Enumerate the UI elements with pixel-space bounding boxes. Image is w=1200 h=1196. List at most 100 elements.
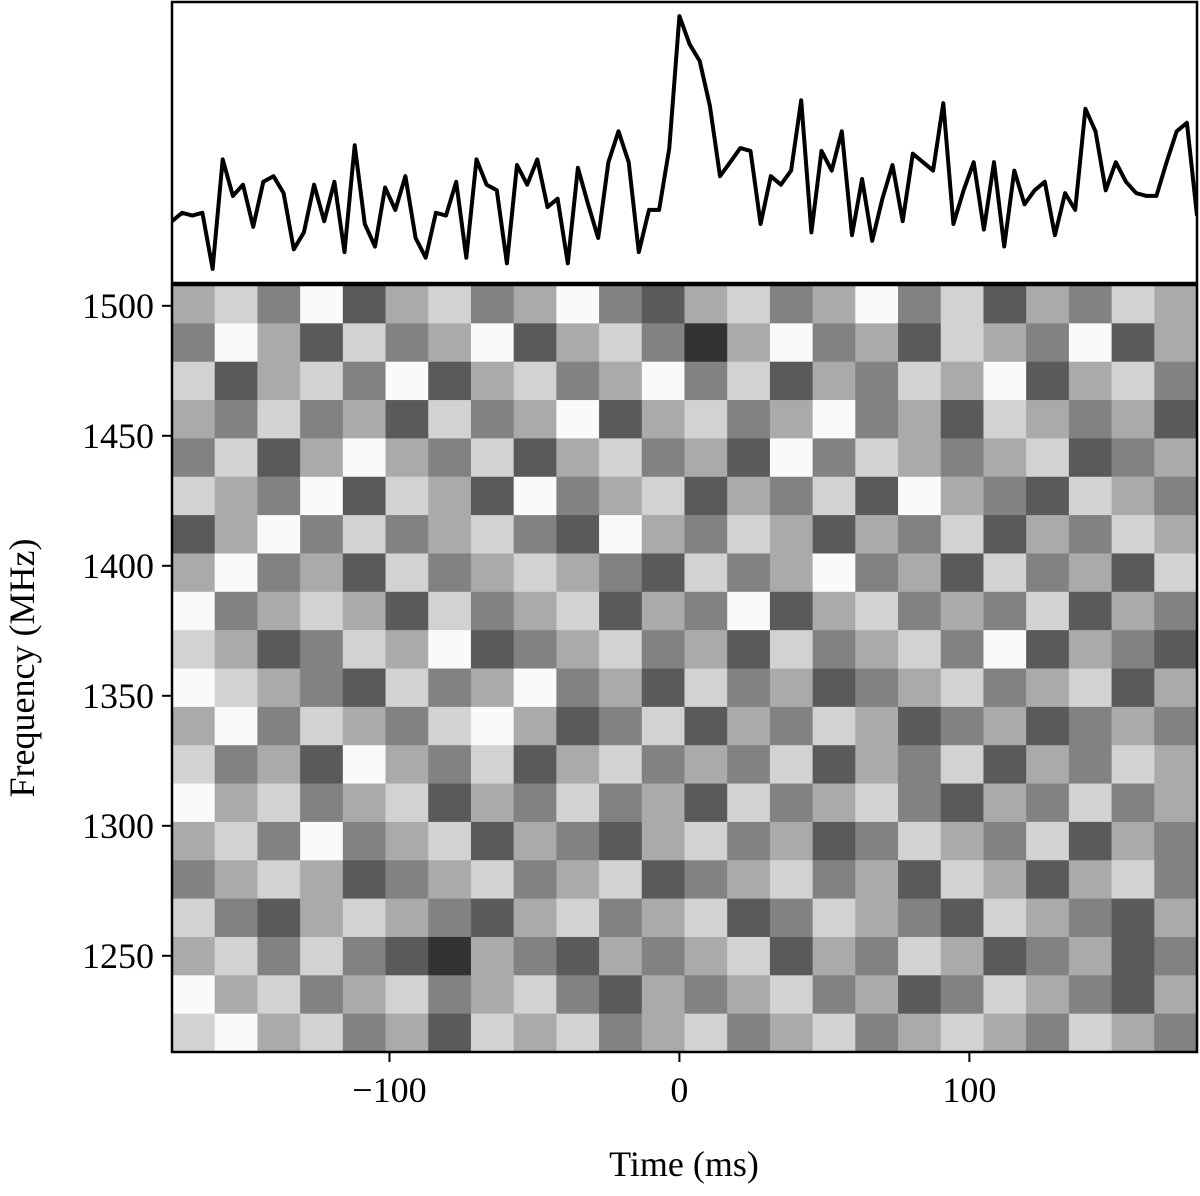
y-tick-label: 1250 (82, 936, 154, 976)
heatmap-cell (556, 898, 600, 938)
heatmap-cell (855, 361, 899, 401)
heatmap-cell (684, 860, 728, 900)
heatmap-cell (556, 975, 600, 1015)
heatmap-cell (599, 783, 643, 823)
heatmap-cell (257, 323, 301, 363)
heatmap-cell (812, 821, 856, 861)
heatmap-cell (385, 630, 429, 669)
heatmap-cell (1154, 438, 1198, 478)
heatmap-cell (172, 323, 216, 363)
heatmap-cell (983, 591, 1027, 631)
heatmap-cell (257, 1013, 301, 1053)
heatmap-cell (172, 438, 216, 478)
heatmap-cell (898, 745, 942, 785)
heatmap-cell (470, 821, 515, 861)
heatmap-cell (812, 783, 856, 823)
heatmap-cell (855, 1013, 899, 1053)
heatmap-cell (727, 821, 771, 861)
heatmap-cell (599, 515, 643, 554)
heatmap-cell (300, 706, 344, 746)
heatmap-cell (1111, 438, 1155, 478)
heatmap-cell (1068, 553, 1113, 593)
heatmap-cell (641, 476, 685, 516)
heatmap-cell (342, 400, 387, 439)
heatmap-cell (1068, 860, 1113, 900)
heatmap-cell (769, 515, 814, 554)
heatmap-cell (641, 438, 685, 478)
heatmap-cell (855, 898, 899, 938)
heatmap-cell (641, 630, 685, 669)
heatmap-cell (470, 400, 515, 439)
heatmap-cell (257, 745, 301, 785)
heatmap-cell (898, 630, 942, 669)
heatmap-cell (1154, 668, 1198, 708)
heatmap-cell (684, 323, 728, 363)
heatmap-cell (470, 361, 515, 401)
heatmap-cell (1154, 745, 1198, 785)
heatmap-cell (983, 1013, 1027, 1053)
heatmap-cell (940, 361, 984, 401)
heatmap-cell (513, 898, 557, 938)
heatmap-cell (727, 783, 771, 823)
heatmap-cell (1154, 1013, 1198, 1053)
heatmap-cell (556, 476, 600, 516)
heatmap-cell (983, 553, 1027, 593)
heatmap-cell (1154, 706, 1198, 746)
heatmap-cell (257, 438, 301, 478)
heatmap-cell (727, 668, 771, 708)
heatmap-cell (855, 936, 899, 976)
heatmap-cell (556, 553, 600, 593)
heatmap-cell (513, 285, 557, 324)
heatmap-cell (257, 553, 301, 593)
heatmap-cell (1068, 591, 1113, 631)
heatmap-cell (940, 898, 984, 938)
heatmap-cell (385, 975, 429, 1015)
heatmap-cell (940, 591, 984, 631)
heatmap-cell (983, 476, 1027, 516)
heatmap-cell (1111, 323, 1155, 363)
heatmap-cell (940, 553, 984, 593)
heatmap-cell (1111, 860, 1155, 900)
heatmap-cell (769, 706, 814, 746)
heatmap-cell (428, 400, 472, 439)
heatmap-cell (599, 745, 643, 785)
heatmap-cell (599, 630, 643, 669)
heatmap-cell (641, 515, 685, 554)
heatmap-cell (769, 745, 814, 785)
heatmap-cell (385, 591, 429, 631)
heatmap-cell (940, 783, 984, 823)
heatmap-cell (385, 400, 429, 439)
heatmap-cell (684, 400, 728, 439)
heatmap-cell (428, 285, 472, 324)
heatmap-cell (513, 745, 557, 785)
heatmap-cell (855, 553, 899, 593)
heatmap-cell (898, 476, 942, 516)
heatmap-cell (257, 668, 301, 708)
heatmap-cell (769, 783, 814, 823)
heatmap-cell (727, 553, 771, 593)
heatmap-cell (769, 591, 814, 631)
heatmap-cell (1111, 898, 1155, 938)
heatmap-cell (1068, 975, 1113, 1015)
heatmap-cell (898, 783, 942, 823)
heatmap-cell (1111, 1013, 1155, 1053)
heatmap-cell (172, 860, 216, 900)
heatmap-cell (599, 821, 643, 861)
heatmap-cell (684, 783, 728, 823)
heatmap-cell (428, 898, 472, 938)
heatmap-cell (172, 898, 216, 938)
heatmap-cell (513, 361, 557, 401)
heatmap-cell (1026, 361, 1070, 401)
heatmap-cell (1026, 668, 1070, 708)
heatmap-cell (556, 400, 600, 439)
heatmap-cell (1026, 898, 1070, 938)
heatmap-cell (172, 783, 216, 823)
heatmap-cell (684, 591, 728, 631)
x-tick-label: 100 (942, 1070, 996, 1110)
heatmap-cell (940, 821, 984, 861)
heatmap-cell (385, 860, 429, 900)
heatmap-cell (684, 936, 728, 976)
heatmap-cell (470, 975, 515, 1015)
heatmap-cell (940, 706, 984, 746)
heatmap-cell (812, 476, 856, 516)
